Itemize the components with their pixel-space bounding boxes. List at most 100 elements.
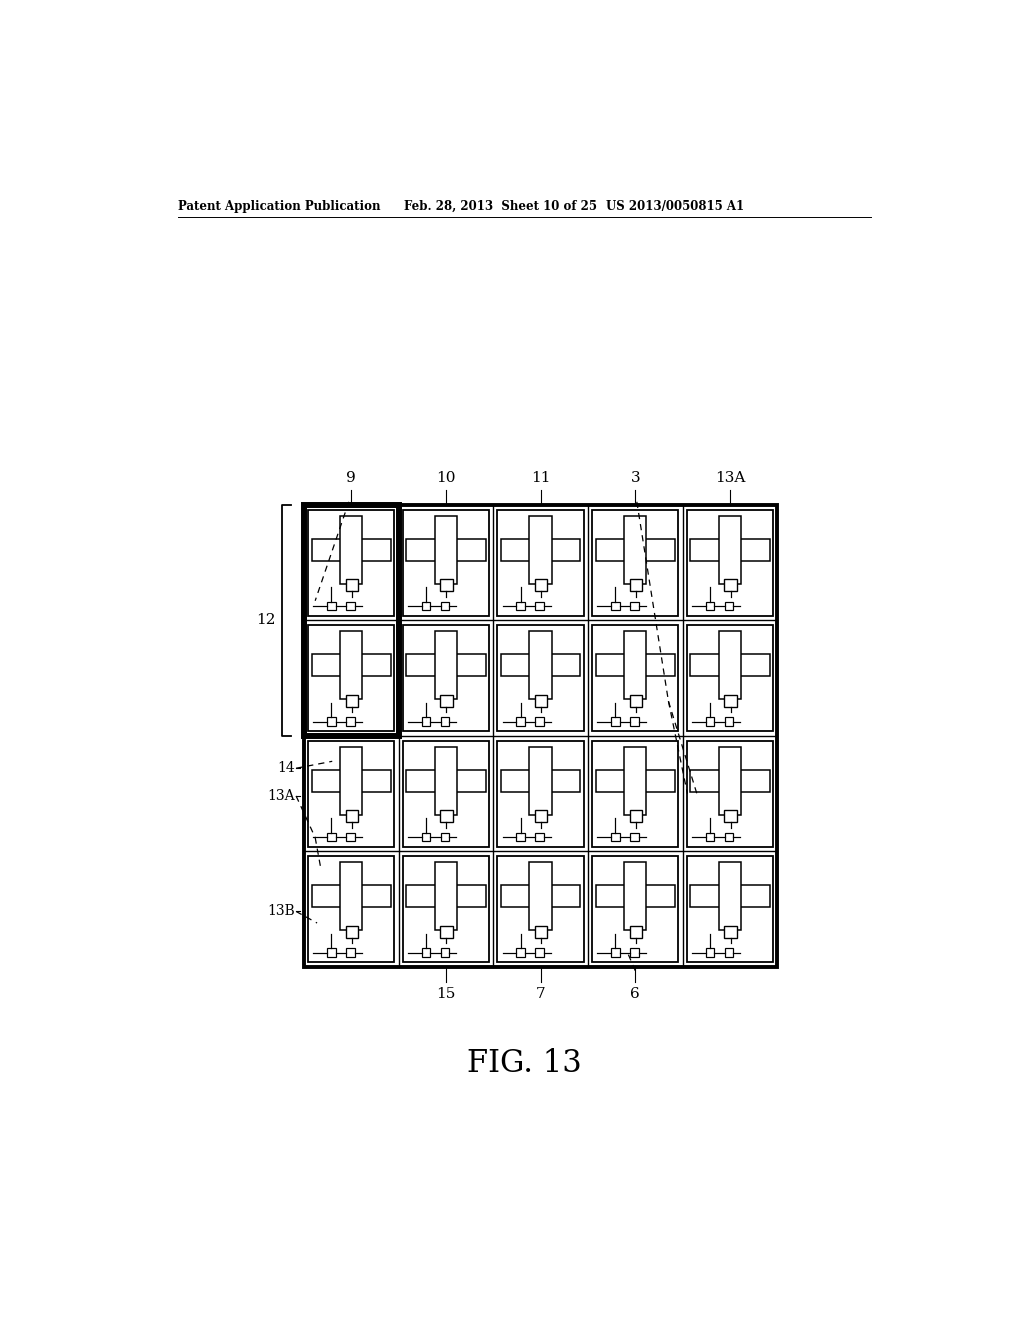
Text: 9: 9: [346, 471, 356, 484]
Bar: [435, 516, 457, 583]
Bar: [501, 886, 581, 907]
Bar: [346, 948, 354, 957]
Bar: [592, 741, 678, 847]
Bar: [422, 717, 430, 726]
Text: 3: 3: [631, 471, 640, 484]
Bar: [346, 717, 354, 726]
Text: 13B: 13B: [267, 904, 295, 919]
Bar: [687, 626, 773, 731]
Bar: [535, 579, 547, 591]
Bar: [516, 948, 525, 957]
Bar: [690, 655, 770, 676]
Bar: [407, 655, 485, 676]
Bar: [501, 655, 581, 676]
Bar: [440, 948, 450, 957]
Text: 13A: 13A: [715, 471, 745, 484]
Bar: [308, 857, 394, 962]
Bar: [407, 770, 485, 792]
Bar: [725, 717, 733, 726]
Bar: [535, 810, 547, 822]
Bar: [422, 602, 430, 610]
Bar: [724, 694, 736, 706]
Bar: [440, 602, 450, 610]
Text: Patent Application Publication: Patent Application Publication: [178, 199, 381, 213]
Bar: [630, 810, 642, 822]
Text: FIG. 13: FIG. 13: [467, 1048, 583, 1078]
Bar: [529, 631, 552, 700]
Bar: [719, 862, 741, 931]
Bar: [346, 833, 354, 841]
Text: 6: 6: [631, 987, 640, 1001]
Bar: [625, 747, 646, 814]
Bar: [536, 833, 544, 841]
Bar: [719, 631, 741, 700]
Bar: [346, 810, 357, 822]
Bar: [690, 886, 770, 907]
Bar: [625, 862, 646, 931]
Bar: [435, 747, 457, 814]
Bar: [596, 655, 675, 676]
Bar: [516, 717, 525, 726]
Bar: [625, 631, 646, 700]
Text: 12: 12: [257, 614, 276, 627]
Bar: [402, 626, 489, 731]
Bar: [516, 602, 525, 610]
Bar: [536, 602, 544, 610]
Bar: [498, 510, 584, 615]
Bar: [402, 857, 489, 962]
Bar: [422, 948, 430, 957]
Bar: [440, 694, 453, 706]
Bar: [435, 862, 457, 931]
Bar: [340, 747, 362, 814]
Text: 10: 10: [436, 471, 456, 484]
Bar: [346, 579, 357, 591]
Bar: [724, 925, 736, 937]
Bar: [706, 833, 715, 841]
Bar: [592, 510, 678, 615]
Bar: [529, 862, 552, 931]
Bar: [422, 833, 430, 841]
Bar: [630, 717, 639, 726]
Bar: [311, 539, 391, 561]
Bar: [340, 631, 362, 700]
Text: 13A: 13A: [267, 789, 295, 803]
Bar: [340, 862, 362, 931]
Bar: [346, 925, 357, 937]
Bar: [596, 539, 675, 561]
Bar: [498, 857, 584, 962]
Bar: [407, 539, 485, 561]
Bar: [346, 602, 354, 610]
Bar: [327, 717, 336, 726]
Bar: [719, 516, 741, 583]
Bar: [308, 626, 394, 731]
Bar: [630, 948, 639, 957]
Bar: [440, 810, 453, 822]
Bar: [529, 516, 552, 583]
Bar: [687, 510, 773, 615]
Bar: [440, 833, 450, 841]
Bar: [725, 948, 733, 957]
Bar: [407, 886, 485, 907]
Bar: [440, 579, 453, 591]
Bar: [340, 516, 362, 583]
Bar: [611, 602, 620, 610]
Bar: [725, 602, 733, 610]
Bar: [516, 833, 525, 841]
Bar: [630, 694, 642, 706]
Bar: [327, 833, 336, 841]
Bar: [706, 602, 715, 610]
Bar: [725, 833, 733, 841]
Bar: [687, 741, 773, 847]
Bar: [346, 694, 357, 706]
Bar: [308, 510, 394, 615]
Text: 15: 15: [436, 987, 456, 1001]
Bar: [719, 747, 741, 814]
Bar: [724, 810, 736, 822]
Bar: [311, 770, 391, 792]
Bar: [630, 602, 639, 610]
Bar: [596, 886, 675, 907]
Bar: [630, 579, 642, 591]
Text: 7: 7: [536, 987, 546, 1001]
Bar: [724, 579, 736, 591]
Bar: [308, 741, 394, 847]
